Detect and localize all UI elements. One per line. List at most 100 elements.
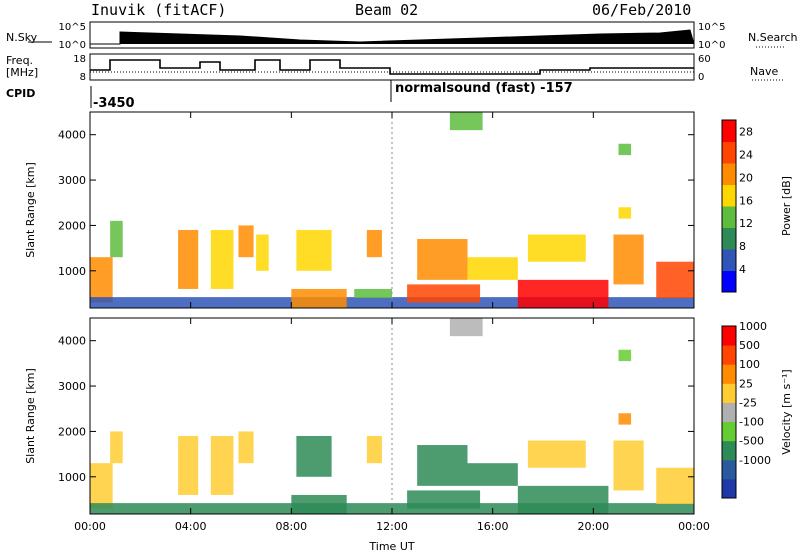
heatmap-region xyxy=(618,207,632,219)
x-tick-label: 00:00 xyxy=(74,520,106,533)
velocity-panel: 1000 2000 3000 4000 00:00 04:00 08:00 12:00 16:0… xyxy=(24,317,793,533)
colorbar-frame xyxy=(721,119,737,293)
colorbar-tick-label: -25 xyxy=(739,396,757,409)
heatmap-region xyxy=(417,239,468,280)
colorbar-tick-label: 8 xyxy=(739,240,746,253)
x-tick-label: 08:00 xyxy=(275,520,307,533)
colorbar-tick-label: 16 xyxy=(739,194,753,207)
freq-unit-label: [MHz] xyxy=(6,66,39,79)
heatmap-region xyxy=(417,445,468,486)
heatmap-region xyxy=(256,234,269,271)
date-title: 06/Feb/2010 xyxy=(592,1,692,19)
heatmap-region xyxy=(613,440,644,491)
freq-label: Freq. xyxy=(6,54,34,67)
heatmap-region xyxy=(210,229,234,289)
x-axis-label: Time UT xyxy=(368,540,414,553)
heatmap-region xyxy=(178,435,199,495)
heatmap-region xyxy=(467,463,518,486)
colorbar-swatch xyxy=(722,141,736,164)
colorbar-swatch xyxy=(722,249,736,271)
nsky-panel: 10^5 10^0 10^5 10^0 xyxy=(28,21,784,51)
colorbar-swatch xyxy=(722,326,736,346)
colorbar-tick-label: 24 xyxy=(739,148,753,161)
y-tick-label: 1000 xyxy=(58,265,86,278)
y-tick-label: 2000 xyxy=(58,425,86,438)
heatmap-region xyxy=(90,257,113,303)
nave-tick-top: 60 xyxy=(698,54,711,65)
heatmap-region xyxy=(618,413,632,425)
x-tick-label: 00:00 xyxy=(678,520,710,533)
x-tick-label: 20:00 xyxy=(577,520,609,533)
heatmap-region xyxy=(110,431,123,464)
colorbar-swatch xyxy=(722,345,736,365)
power-panel: 1000 2000 3000 4000 Slant Range [km] 4 8 12 16 20… xyxy=(24,111,793,309)
beam-title: Beam 02 xyxy=(355,1,419,19)
colorbar-tick-label: -1000 xyxy=(739,454,771,467)
nsky-trace xyxy=(90,29,695,45)
colorbar-swatch xyxy=(722,163,736,185)
heatmap-region xyxy=(613,234,644,285)
heatmap-region xyxy=(467,257,518,280)
freq-tick-top: 18 xyxy=(73,54,86,65)
y-tick-label: 3000 xyxy=(58,380,86,393)
y-tick-label: 3000 xyxy=(58,174,86,187)
x-tick-label: 04:00 xyxy=(175,520,207,533)
colorbar-tick-label: 20 xyxy=(739,171,753,184)
y-tick-label: 4000 xyxy=(58,129,86,142)
colorbar-swatch xyxy=(722,478,736,499)
nave-tick-bottom: 0 xyxy=(698,72,704,83)
nsky-label: N.Sky xyxy=(6,31,38,44)
station-title: Inuvik (fitACF) xyxy=(91,1,227,19)
colorbar-swatch xyxy=(722,364,736,384)
heatmap-region xyxy=(407,490,481,509)
y-axis-label: Slant Range [km] xyxy=(24,368,37,464)
nsky-frame xyxy=(89,21,695,49)
heatmap-region xyxy=(210,435,234,495)
colorbar-swatch xyxy=(722,383,736,403)
heatmap-region xyxy=(656,261,694,299)
colorbar-label: Power [dB] xyxy=(780,176,793,236)
colorbar-swatch xyxy=(722,184,736,207)
colorbar-tick-label: 4 xyxy=(739,263,746,276)
y-tick-label: 2000 xyxy=(58,219,86,232)
nsky-tick-bottom: 10^0 xyxy=(59,40,86,51)
heatmap-region xyxy=(527,234,586,262)
heatmap-region xyxy=(291,288,347,308)
colorbar-tick-label: -500 xyxy=(739,435,764,448)
heatmap-region xyxy=(656,467,694,505)
y-axis-label: Slant Range [km] xyxy=(24,162,37,258)
cpid-segment-2: normalsound (fast) -157 xyxy=(395,81,573,96)
heatmap-region xyxy=(354,288,392,299)
heatmap-region xyxy=(90,463,113,509)
cpid-segment-1: -3450 xyxy=(93,96,135,111)
colorbar-swatch xyxy=(722,227,736,250)
nsearch-label: N.Search xyxy=(748,31,798,44)
freq-tick-bottom: 8 xyxy=(80,72,86,83)
freq-panel: 18 8 60 0 xyxy=(73,53,784,83)
colorbar-tick-label: 100 xyxy=(739,358,760,371)
colorbar-tick-label: 28 xyxy=(739,125,753,138)
colorbar-swatch xyxy=(722,120,736,142)
freq-frame xyxy=(89,53,695,81)
heatmap-region xyxy=(296,229,332,271)
heatmap-region xyxy=(366,229,382,258)
heatmap-region xyxy=(110,220,123,258)
colorbar-swatch xyxy=(722,421,736,442)
y-tick-label: 4000 xyxy=(58,335,86,348)
heatmap-region xyxy=(449,112,483,131)
y-tick-label: 1000 xyxy=(58,471,86,484)
x-tick-label: 16:00 xyxy=(477,520,509,533)
heatmap-region xyxy=(517,279,609,308)
colorbar-swatch xyxy=(722,402,736,423)
colorbar-swatch xyxy=(722,206,736,228)
heatmap-region xyxy=(618,349,632,362)
nsearch-tick-bottom: 10^0 xyxy=(698,40,725,51)
heatmap-region xyxy=(527,440,586,468)
colorbar-tick-label: 12 xyxy=(739,217,753,230)
heatmap-region xyxy=(618,143,632,156)
heatmap-region xyxy=(366,435,382,464)
heatmap-region xyxy=(291,494,347,514)
colorbar-tick-label: -100 xyxy=(739,416,764,429)
x-tick-label: 12:00 xyxy=(376,520,408,533)
